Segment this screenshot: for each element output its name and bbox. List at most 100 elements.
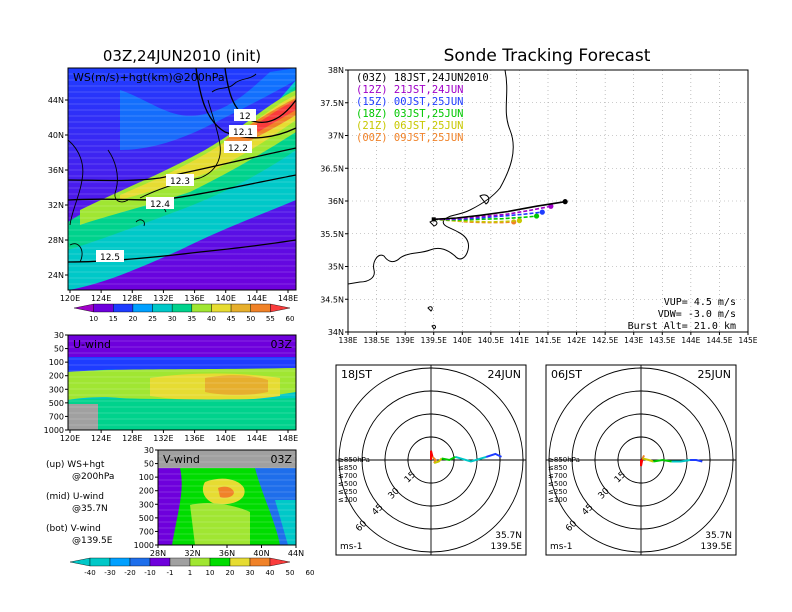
legend-entry: (00Z) 09JST,25JUN — [356, 132, 463, 144]
map-frame — [67, 67, 297, 291]
hodograph-header: 24JUN — [487, 368, 521, 381]
track-end-point — [516, 218, 523, 224]
x-tick-label: 138.5E — [363, 336, 389, 345]
x-tick-label: 120E — [60, 294, 80, 303]
level-legend: ≤250 — [548, 488, 567, 496]
lat-label: 35.7N — [495, 531, 522, 541]
x-tick-label: 144E — [681, 336, 700, 345]
colorbar-swatch — [69, 557, 91, 567]
colorbar-swatch — [249, 557, 271, 567]
v-y-ticks: 30 50 100 200 300 500 700 1000 — [134, 446, 158, 550]
x-tick-label: 143E — [624, 336, 643, 345]
y-tick-label: 1000 — [44, 426, 64, 435]
colorbar-label: 25 — [148, 315, 157, 323]
panel-notes: (up) WS+hgt @200hPa (mid) U-wind @35.7N … — [46, 460, 114, 546]
x-tick-label: 142E — [567, 336, 586, 345]
x-tick-label: 144.5E — [706, 336, 732, 345]
track-coastline — [347, 69, 514, 330]
colorbar-swatch — [169, 557, 191, 567]
lat-label: 35.7N — [705, 531, 732, 541]
x-tick-label: 141E — [510, 336, 529, 345]
colorbar-swatch — [171, 303, 193, 313]
u-hatching — [68, 340, 296, 426]
lon-label: 139.5E — [701, 542, 733, 552]
colorbar-swatch — [73, 303, 94, 313]
y-tick-label: 50 — [54, 345, 64, 354]
contour-label: 12.5 — [100, 253, 120, 263]
y-tick-label: 24N — [48, 271, 64, 280]
v-panel — [158, 450, 296, 545]
y-tick-label: 34N — [328, 328, 344, 337]
x-tick-label: 142.5E — [592, 336, 618, 345]
colorbar-label: 40 — [207, 315, 216, 323]
u-x-ticks: 120E 124E 128E 132E 136E 140E 144E 148E — [60, 430, 298, 443]
ws-band-lightblue — [120, 68, 296, 150]
level-legend: ≥850hPa — [548, 456, 580, 464]
contour-label-box — [224, 141, 252, 153]
y-tick-label: 38N — [328, 66, 344, 75]
units-label: ms-1 — [340, 542, 362, 552]
legend-entry: (21Z) 06JST,25JUN — [356, 120, 463, 132]
ws-band-yellow — [120, 95, 296, 200]
y-tick-label: 500 — [139, 514, 154, 523]
colorbar-swatch — [152, 303, 173, 313]
hodograph-segment — [641, 454, 645, 459]
lon-label: 139.5E — [491, 542, 523, 552]
colorbar-label: 15 — [109, 315, 118, 323]
x-tick-label: 148E — [278, 434, 298, 443]
note-line: (mid) U-wind — [46, 492, 104, 502]
level-legend: ≤700 — [548, 472, 567, 480]
level-legend: ≤500 — [548, 480, 567, 488]
y-tick-label: 1000 — [134, 541, 154, 550]
x-tick-label: 145E — [738, 336, 757, 345]
note-line: @35.7N — [72, 504, 108, 514]
y-tick-label: 300 — [139, 500, 154, 509]
y-tick-label: 32N — [48, 201, 64, 210]
x-tick-label: 136E — [184, 294, 204, 303]
x-tick-label: 40N — [253, 549, 269, 558]
track-end-point — [539, 209, 545, 215]
colorbar-label: -30 — [104, 569, 115, 577]
x-tick-label: 36N — [219, 549, 235, 558]
hodograph-segment — [433, 457, 443, 465]
map-label: WS(m/s)+hgt(km)@200hPa — [73, 71, 225, 84]
track-vdw: VDW= -3.0 m/s — [658, 309, 736, 320]
contour-label: 12.3 — [170, 177, 190, 187]
colorbar-label: 1 — [188, 569, 192, 577]
note-line: (up) WS+hgt — [46, 460, 105, 470]
x-tick-label: 139.5E — [421, 336, 447, 345]
x-tick-label: 28N — [150, 549, 166, 558]
y-tick-label: 700 — [49, 412, 64, 421]
track-grid — [348, 70, 748, 332]
track-y-ticks: 38N 37.5N 37N 36.5N 36N 35.5N 35N 34.5N 34N — [320, 66, 348, 337]
colorbar-swatch — [113, 303, 134, 313]
track-legend: (03Z) 18JST,24JUN2010(12Z) 21JST,24JUN(1… — [356, 72, 489, 144]
colorbar-label: 10 — [89, 315, 98, 323]
colorbar-swatch — [109, 557, 131, 567]
y-tick-label: 36N — [48, 166, 64, 175]
colorbar-swatch — [93, 303, 114, 313]
y-tick-label: 30 — [144, 446, 154, 455]
colorbar-label: 40 — [266, 569, 275, 577]
x-tick-label: 139E — [396, 336, 415, 345]
legend-entry: (03Z) 18JST,24JUN2010 — [356, 72, 489, 84]
u-terrain — [68, 404, 98, 430]
x-tick-label: 144E — [247, 434, 267, 443]
x-tick-label: 132E — [153, 294, 173, 303]
colorbar-label: -1 — [167, 569, 174, 577]
contour-label-group: 12 12.1 12.2 12.3 12.4 12.5 — [96, 109, 257, 263]
track-burst: Burst Alt= 21.0 km — [628, 321, 736, 332]
map-x-ticks: 120E 124E 128E 132E 136E 140E 144E 148E — [60, 290, 298, 303]
x-tick-label: 144E — [247, 294, 267, 303]
map-y-ticks: 44N 40N 36N 32N 28N 24N — [48, 96, 68, 280]
v-center-orange — [218, 486, 234, 498]
x-tick-label: 148E — [278, 294, 298, 303]
y-tick-label: 50 — [144, 460, 154, 469]
level-legend: ≤250 — [338, 488, 357, 496]
hodograph-segment — [642, 457, 654, 463]
note-line: (bot) V-wind — [46, 524, 101, 534]
y-tick-label: 300 — [49, 385, 64, 394]
u-top-band — [68, 335, 296, 357]
track-title: Sonde Tracking Forecast — [444, 46, 651, 66]
